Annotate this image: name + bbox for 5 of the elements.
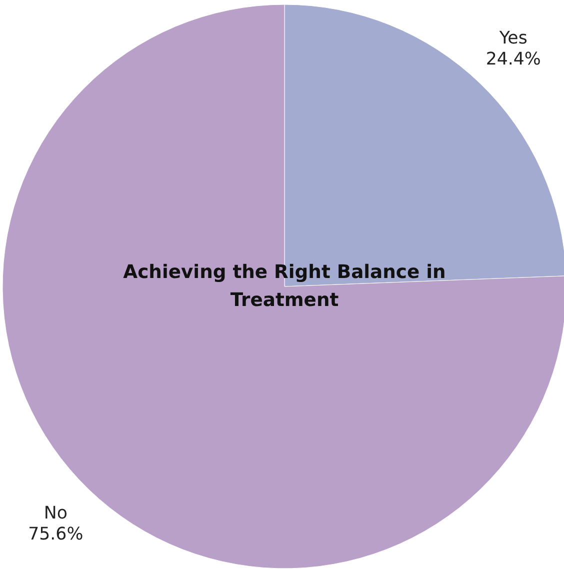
slice-label: No — [44, 504, 68, 524]
data-label: 75.6% — [28, 524, 84, 545]
slice-label: Yes — [498, 28, 528, 48]
data-label: 24.4% — [486, 49, 541, 70]
text: Achieving the Right Balance in Treatment — [123, 262, 446, 312]
